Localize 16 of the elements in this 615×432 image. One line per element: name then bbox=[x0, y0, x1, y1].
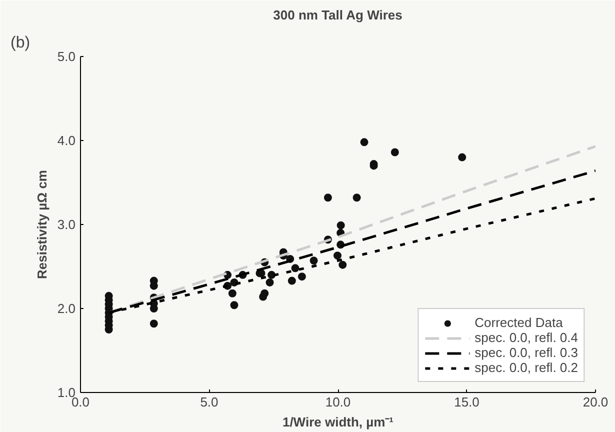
y-tick-label: 5.0 bbox=[57, 49, 76, 64]
y-tick-label: 4.0 bbox=[57, 133, 76, 148]
legend-label: spec. 0.0, refl. 0.2 bbox=[474, 360, 578, 375]
x-tick-label: 10.0 bbox=[325, 394, 351, 410]
legend-label: spec. 0.0, refl. 0.3 bbox=[474, 345, 578, 360]
y-axis-title: Resistivity µΩ cm bbox=[34, 170, 50, 279]
x-tick-label: 5.0 bbox=[200, 394, 218, 410]
legend-label: Corrected Data bbox=[474, 315, 563, 330]
text: (b) bbox=[10, 34, 30, 52]
legend-label: spec. 0.0, refl. 0.4 bbox=[474, 330, 578, 345]
x-tick-label: 15.0 bbox=[454, 394, 480, 410]
y-tick-label: 2.0 bbox=[57, 301, 76, 316]
y-tick-label: 3.0 bbox=[57, 217, 76, 232]
chart-title: 300 nm Tall Ag Wires bbox=[273, 8, 402, 22]
x-tick-label: 20.0 bbox=[582, 394, 608, 410]
x-axis-title: 1/Wire width, µm⁻¹ bbox=[282, 414, 394, 430]
